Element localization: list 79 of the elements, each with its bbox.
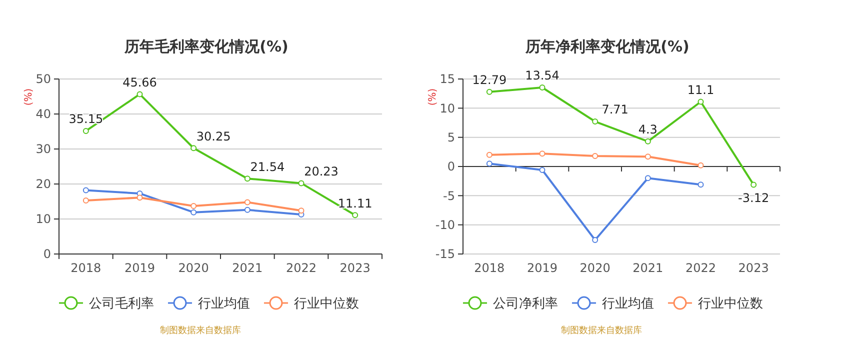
x-tick-label: 2020: [580, 261, 610, 276]
data-label: 11.1: [687, 82, 714, 97]
point: [698, 162, 704, 168]
point: [592, 237, 598, 243]
point: [644, 154, 651, 160]
data-label: 11.11: [338, 196, 372, 210]
y-tick-label: 10: [36, 212, 51, 226]
data-label: 13.54: [525, 68, 560, 83]
y-tick-label: -10: [435, 218, 455, 232]
point: [190, 209, 197, 216]
x-tick-label: 2020: [178, 261, 209, 276]
point: [750, 182, 757, 188]
point: [486, 88, 492, 95]
y-tick-label: 15: [440, 72, 455, 86]
data-label: 21.54: [250, 160, 285, 174]
point: [244, 206, 250, 213]
y-tick-label: 50: [36, 72, 51, 86]
legend-label: 公司净利率: [493, 296, 558, 312]
point: [644, 138, 651, 144]
text: 制图数据来自数据库: [561, 325, 642, 336]
legend-label: 公司毛利率: [89, 296, 154, 312]
y-axis-title: (%): [428, 88, 438, 106]
x-tick-label: 2019: [526, 261, 558, 276]
y-tick-label: 0: [43, 247, 51, 262]
data-label: 30.25: [196, 129, 231, 144]
legend-label: 行业中位数: [698, 296, 763, 312]
x-tick-label: 2018: [70, 261, 102, 276]
x-tick-label: 2021: [232, 261, 263, 276]
x-tick-label: 2019: [124, 261, 156, 276]
x-tick-label: 2022: [685, 261, 716, 276]
point: [190, 203, 197, 210]
data-label: 45.66: [122, 75, 157, 90]
y-tick-label: 40: [36, 107, 51, 122]
point: [352, 212, 358, 218]
y-tick-label: 20: [36, 177, 51, 192]
data-label: 4.3: [638, 122, 658, 137]
point: [136, 194, 143, 201]
point: [644, 175, 651, 182]
y-tick-label: -5: [443, 188, 455, 203]
x-tick-label: 2018: [474, 261, 505, 276]
legend-label: 行业均值: [602, 296, 654, 312]
y-tick-label: 10: [440, 101, 455, 116]
point: [486, 152, 492, 158]
legend-label: 行业均值: [198, 296, 250, 312]
point: [244, 199, 250, 206]
point: [486, 160, 492, 167]
x-tick-label: 2023: [340, 261, 370, 276]
y-axis-title: (%): [24, 88, 34, 106]
x-tick-label: 2021: [632, 261, 664, 276]
y-tick-label: 30: [36, 142, 51, 156]
point: [244, 176, 250, 182]
legend-label: 行业中位数: [294, 296, 359, 312]
data-label: 12.79: [472, 73, 507, 88]
point: [539, 167, 546, 173]
point: [136, 91, 143, 98]
point: [82, 197, 89, 204]
chart-title: 历年净利率变化情况(%): [524, 37, 690, 56]
point: [298, 208, 304, 214]
x-tick-label: 2022: [286, 261, 317, 276]
point: [539, 84, 546, 91]
x-tick-label: 2023: [738, 261, 769, 276]
y-tick-label: 5: [447, 130, 455, 145]
data-label: 20.23: [304, 164, 338, 178]
point: [592, 153, 598, 159]
data-label: -3.12: [738, 190, 770, 205]
data-label: 35.15: [68, 112, 104, 126]
chart-title: 历年毛利率变化情况(%): [124, 37, 288, 56]
point: [82, 187, 89, 194]
point: [698, 182, 704, 188]
point: [298, 180, 304, 186]
point: [539, 150, 546, 157]
y-tick-label: 0: [447, 160, 455, 174]
y-tick-label: -15: [435, 247, 455, 262]
point: [82, 128, 89, 134]
point: [592, 118, 598, 125]
point: [190, 145, 197, 152]
text: 制图数据来自数据库: [160, 325, 241, 336]
data-label: 7.71: [602, 102, 628, 117]
point: [698, 98, 704, 105]
